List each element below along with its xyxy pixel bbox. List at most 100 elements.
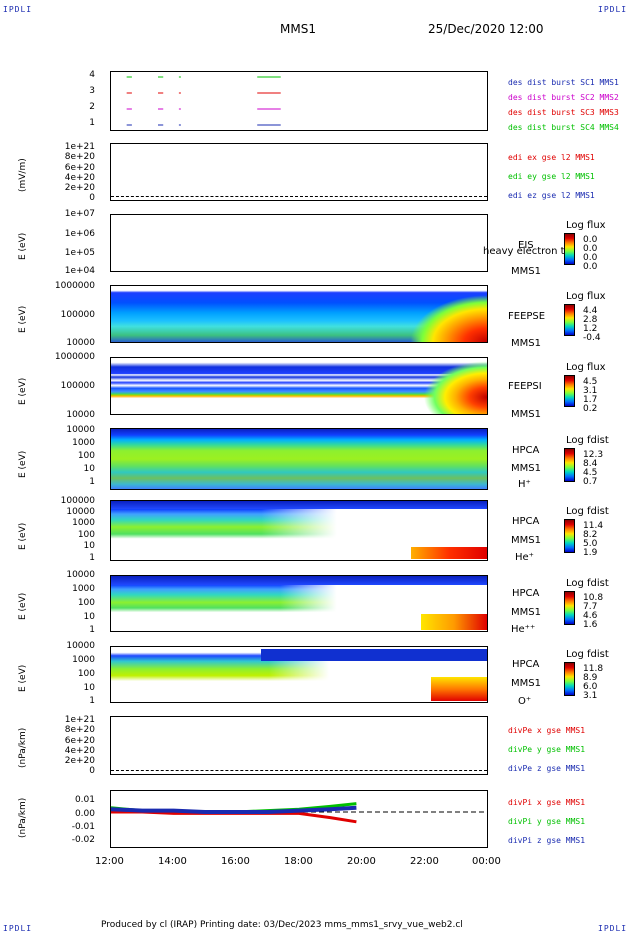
- p11-legend-item: divPi y gse MMS1: [508, 817, 586, 826]
- spacecraft-title: MMS1: [280, 22, 316, 36]
- p11-legend-item: divPi z gse MMS1: [508, 836, 586, 845]
- p8-instrument: HPCA: [512, 588, 540, 599]
- p9-top-band: [261, 649, 487, 661]
- p3-colorbar-title: Log flux: [566, 220, 606, 231]
- p1-tick: 1: [89, 118, 95, 128]
- p6-ylabel: E (eV): [18, 450, 28, 478]
- p3-colorbar: [564, 233, 575, 265]
- p6-cb-value: 4.5: [583, 468, 598, 478]
- p3-tick: 1e+06: [64, 229, 95, 239]
- p7-tick: 100000: [60, 496, 95, 506]
- panel-eis: [110, 214, 488, 272]
- p9-tick: 100: [77, 669, 95, 679]
- p9-tick: 1: [89, 696, 95, 706]
- p9-species: O⁺: [518, 696, 532, 707]
- p7-colorbar-title: Log fdist: [566, 506, 609, 517]
- p6-cb-value: 0.7: [583, 477, 598, 487]
- p3-ylabel: E (eV): [18, 232, 28, 260]
- p6-spacecraft: MMS1: [511, 463, 541, 474]
- p4-instrument: FEEPSE: [508, 311, 546, 322]
- p5-tick: 100000: [60, 381, 95, 391]
- p7-tick: 10: [83, 541, 95, 551]
- p8-tick: 10000: [66, 570, 95, 580]
- p3-tick: 1e+07: [64, 209, 95, 219]
- p8-species: He⁺⁺: [511, 624, 536, 635]
- p8-tick: 1: [89, 625, 95, 635]
- p10-legend-item: divPe x gse MMS1: [508, 726, 586, 735]
- p8-low-energy-band: [421, 614, 487, 630]
- p2-legend-item: edi ez gse l2 MMS1: [508, 191, 595, 200]
- p5-cb-value: 0.2: [583, 404, 598, 414]
- p3-tick: 1e+05: [64, 248, 95, 258]
- p9-cb-value: 11.8: [583, 664, 604, 674]
- p8-cb-value: 1.6: [583, 620, 598, 630]
- p8-tick: 100: [77, 598, 95, 608]
- burst-plot: [126, 76, 281, 126]
- corner-label-bottom-right: IPDLI: [598, 924, 628, 933]
- p7-tick: 100: [77, 530, 95, 540]
- p7-cb-value: 11.4: [583, 521, 604, 531]
- x-tick-label: 22:00: [410, 856, 439, 867]
- divpi-series-line: [111, 805, 357, 814]
- p5-cb-value: 3.1: [583, 386, 598, 396]
- p6-spectrogram: [111, 429, 487, 489]
- p3-cb-value: 0.0: [583, 244, 598, 254]
- p7-tick: 10000: [66, 507, 95, 517]
- p10-tick: 0: [89, 766, 95, 776]
- p4-cb-value: 2.8: [583, 315, 598, 325]
- p2-legend-item: edi ey gse l2 MMS1: [508, 172, 595, 181]
- p6-tick: 1: [89, 477, 95, 487]
- p4-cb-value: 1.2: [583, 324, 598, 334]
- x-tick-label: 12:00: [95, 856, 124, 867]
- p6-tick: 1000: [72, 438, 95, 448]
- p11-tick: 0.00: [74, 809, 95, 819]
- p5-cb-value: 1.7: [583, 395, 598, 405]
- p2-ylabel: (mV/m): [18, 158, 28, 192]
- panel-feepse: [110, 285, 488, 343]
- p6-cb-value: 12.3: [583, 450, 604, 460]
- divpi-plot: [111, 802, 487, 824]
- corner-label-bottom-left: IPDLI: [3, 924, 33, 933]
- p6-colorbar-title: Log fdist: [566, 435, 609, 446]
- p9-colorbar: [564, 662, 575, 696]
- p1-legend-item: des dist burst SC2 MMS2: [508, 93, 619, 102]
- p3-cb-value: 0.0: [583, 235, 598, 245]
- p7-cb-value: 8.2: [583, 530, 598, 540]
- p9-tick: 1000: [72, 655, 95, 665]
- p8-ylabel: E (eV): [18, 592, 28, 620]
- p5-tick: 1000000: [54, 352, 95, 362]
- panel-hpca-he: [110, 500, 488, 561]
- panel-hpca-h: [110, 428, 488, 490]
- p10-tick: 6e+20: [64, 736, 95, 746]
- p8-cb-value: 10.8: [583, 593, 604, 603]
- p9-cb-value: 3.1: [583, 691, 598, 701]
- p5-ylabel: E (eV): [18, 377, 28, 405]
- zero-line: [111, 196, 487, 197]
- p9-cb-value: 6.0: [583, 682, 598, 692]
- date-title: 25/Dec/2020 12:00: [428, 22, 544, 36]
- p7-tick: 1000: [72, 518, 95, 528]
- p10-tick: 4e+20: [64, 746, 95, 756]
- p9-instrument: HPCA: [512, 659, 540, 670]
- p11-tick: -0.01: [71, 822, 95, 832]
- p9-tick: 10000: [66, 641, 95, 651]
- panel-divpi: [110, 790, 488, 848]
- p10-tick: 8e+20: [64, 725, 95, 735]
- p1-tick: 4: [89, 70, 95, 80]
- p9-spacecraft: MMS1: [511, 678, 541, 689]
- p8-cb-value: 7.7: [583, 602, 598, 612]
- panel-divpe: [110, 716, 488, 775]
- x-tick-label: 20:00: [347, 856, 376, 867]
- p4-tick: 1000000: [54, 281, 95, 291]
- p5-tick: 10000: [66, 410, 95, 420]
- panel-edi: [110, 143, 488, 201]
- p9-tick: 10: [83, 683, 95, 693]
- x-tick-label: 00:00: [472, 856, 501, 867]
- p6-species: H⁺: [518, 479, 531, 490]
- p2-tick: 0: [89, 193, 95, 203]
- p5-spacecraft: MMS1: [511, 409, 541, 420]
- p4-tick: 100000: [60, 310, 95, 320]
- p11-tick: -0.02: [71, 835, 95, 845]
- p5-instrument: FEEPSI: [508, 381, 542, 392]
- zero-line: [111, 770, 487, 771]
